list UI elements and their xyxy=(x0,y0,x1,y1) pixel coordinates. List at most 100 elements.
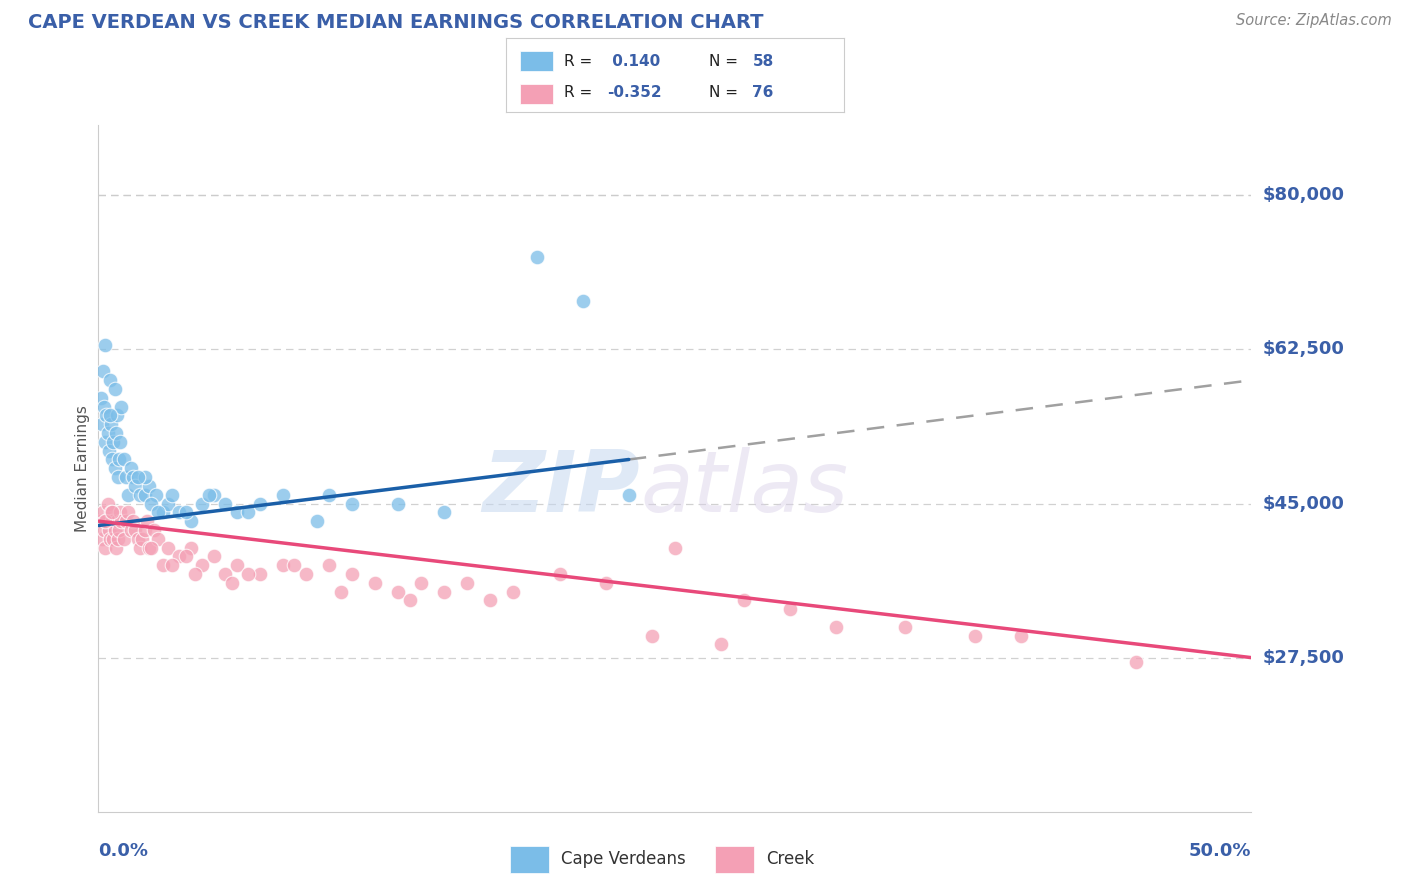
Text: R =: R = xyxy=(564,85,596,100)
Point xyxy=(91,505,114,519)
Point xyxy=(641,629,664,643)
Text: N =: N = xyxy=(709,85,742,100)
Point xyxy=(134,488,156,502)
Point xyxy=(502,584,524,599)
Point xyxy=(148,532,170,546)
Point xyxy=(90,391,112,405)
Point xyxy=(225,558,247,573)
Point xyxy=(191,496,214,510)
Point xyxy=(148,505,170,519)
FancyBboxPatch shape xyxy=(510,847,550,873)
Point xyxy=(112,452,135,467)
Point xyxy=(387,496,409,510)
Point xyxy=(160,558,183,573)
Point xyxy=(398,593,420,607)
Point xyxy=(318,488,340,502)
Text: Cape Verdeans: Cape Verdeans xyxy=(561,849,686,868)
Point xyxy=(103,434,125,449)
Point xyxy=(221,575,243,590)
FancyBboxPatch shape xyxy=(520,51,554,71)
Point xyxy=(963,629,986,643)
Point xyxy=(107,532,129,546)
Point xyxy=(100,417,122,432)
Point xyxy=(94,541,117,555)
Point xyxy=(174,549,197,564)
Point xyxy=(115,514,138,528)
Point xyxy=(103,461,125,475)
Point xyxy=(96,514,118,528)
Point xyxy=(110,434,132,449)
Point xyxy=(184,566,207,581)
Point xyxy=(249,566,271,581)
Text: 50.0%: 50.0% xyxy=(1189,842,1251,860)
Text: $80,000: $80,000 xyxy=(1263,186,1344,204)
Text: 0.140: 0.140 xyxy=(607,54,661,69)
Text: Source: ZipAtlas.com: Source: ZipAtlas.com xyxy=(1236,13,1392,29)
Point xyxy=(138,479,160,493)
Point xyxy=(433,505,456,519)
Text: N =: N = xyxy=(709,54,742,69)
Point xyxy=(101,505,124,519)
Point xyxy=(1010,629,1032,643)
Point xyxy=(131,532,153,546)
Point xyxy=(225,505,247,519)
Point xyxy=(167,505,190,519)
Point xyxy=(117,488,139,502)
Point xyxy=(110,514,132,528)
Point xyxy=(100,505,122,519)
Text: 58: 58 xyxy=(752,54,773,69)
Point xyxy=(180,541,202,555)
Point xyxy=(97,523,120,537)
Text: Creek: Creek xyxy=(766,849,814,868)
Point xyxy=(107,470,129,484)
Point xyxy=(101,452,124,467)
Point xyxy=(122,470,145,484)
Point xyxy=(98,373,121,387)
Text: 76: 76 xyxy=(752,85,773,100)
Point xyxy=(548,566,571,581)
Point xyxy=(364,575,387,590)
Point xyxy=(156,496,179,510)
Point xyxy=(94,434,117,449)
Point xyxy=(202,549,225,564)
Point xyxy=(191,558,214,573)
Point xyxy=(120,523,142,537)
Point xyxy=(271,558,294,573)
Point xyxy=(97,443,120,458)
Point xyxy=(198,488,221,502)
Text: R =: R = xyxy=(564,54,596,69)
Point xyxy=(129,488,152,502)
Point xyxy=(152,505,174,519)
Point xyxy=(167,549,190,564)
Text: 0.0%: 0.0% xyxy=(98,842,149,860)
Point xyxy=(134,523,156,537)
Text: $27,500: $27,500 xyxy=(1263,648,1344,666)
Point xyxy=(104,426,127,441)
Point xyxy=(90,514,112,528)
Point xyxy=(115,470,138,484)
Text: $45,000: $45,000 xyxy=(1263,494,1344,513)
Point xyxy=(318,558,340,573)
Point xyxy=(710,637,733,651)
Point xyxy=(117,505,139,519)
Point xyxy=(152,558,174,573)
Point xyxy=(90,417,112,432)
Point xyxy=(340,566,363,581)
Point xyxy=(127,532,149,546)
Point xyxy=(112,532,135,546)
Point xyxy=(340,496,363,510)
Point xyxy=(295,566,318,581)
Point xyxy=(135,514,157,528)
Text: $62,500: $62,500 xyxy=(1263,341,1344,359)
Point xyxy=(127,470,149,484)
Point xyxy=(894,620,917,634)
Point xyxy=(238,505,260,519)
Y-axis label: Median Earnings: Median Earnings xyxy=(75,405,90,532)
Point xyxy=(124,523,146,537)
Point xyxy=(174,505,197,519)
Point xyxy=(433,584,456,599)
Point xyxy=(249,496,271,510)
Point xyxy=(571,293,593,308)
Point xyxy=(94,514,117,528)
Point xyxy=(124,479,146,493)
